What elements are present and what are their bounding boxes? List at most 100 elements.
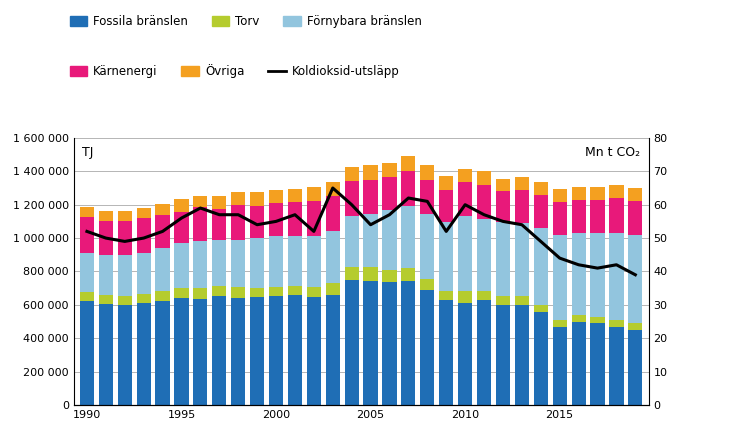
- Bar: [420, 165, 434, 180]
- Bar: [288, 286, 302, 295]
- Bar: [590, 187, 604, 200]
- Bar: [80, 217, 94, 253]
- Bar: [571, 200, 586, 233]
- Bar: [99, 255, 113, 295]
- Bar: [628, 201, 643, 235]
- Bar: [514, 177, 529, 190]
- Bar: [609, 233, 624, 320]
- Bar: [118, 296, 132, 305]
- Bar: [590, 200, 604, 233]
- Bar: [363, 166, 377, 180]
- Bar: [345, 280, 359, 405]
- Bar: [175, 288, 189, 298]
- Bar: [288, 189, 302, 202]
- Bar: [212, 209, 226, 240]
- Bar: [363, 214, 377, 267]
- Bar: [136, 218, 151, 253]
- Bar: [553, 320, 567, 327]
- Bar: [553, 327, 567, 405]
- Bar: [307, 287, 321, 297]
- Bar: [118, 255, 132, 296]
- Bar: [118, 222, 132, 255]
- Bar: [326, 295, 340, 405]
- Bar: [175, 243, 189, 288]
- Bar: [326, 283, 340, 295]
- Bar: [136, 303, 151, 405]
- Bar: [590, 316, 604, 323]
- Bar: [136, 253, 151, 294]
- Bar: [383, 210, 397, 270]
- Bar: [231, 287, 245, 298]
- Bar: [420, 290, 434, 405]
- Bar: [402, 206, 416, 268]
- Bar: [383, 270, 397, 282]
- Bar: [250, 192, 265, 206]
- Bar: [288, 236, 302, 286]
- Bar: [496, 191, 510, 222]
- Bar: [118, 305, 132, 405]
- Bar: [402, 281, 416, 405]
- Bar: [514, 296, 529, 305]
- Bar: [269, 190, 283, 203]
- Bar: [80, 302, 94, 405]
- Bar: [345, 167, 359, 181]
- Bar: [231, 205, 245, 240]
- Bar: [439, 190, 453, 222]
- Bar: [345, 181, 359, 215]
- Bar: [458, 291, 472, 303]
- Bar: [439, 300, 453, 405]
- Bar: [420, 214, 434, 279]
- Bar: [326, 182, 340, 195]
- Bar: [609, 198, 624, 233]
- Bar: [402, 268, 416, 281]
- Bar: [609, 185, 624, 198]
- Bar: [609, 320, 624, 327]
- Bar: [534, 305, 548, 312]
- Bar: [514, 190, 529, 223]
- Bar: [477, 185, 491, 219]
- Bar: [99, 295, 113, 304]
- Bar: [212, 286, 226, 296]
- Bar: [193, 195, 208, 207]
- Bar: [363, 180, 377, 214]
- Bar: [628, 188, 643, 201]
- Bar: [534, 228, 548, 305]
- Bar: [628, 235, 643, 323]
- Bar: [193, 299, 208, 405]
- Bar: [193, 288, 208, 299]
- Bar: [458, 303, 472, 405]
- Bar: [212, 196, 226, 209]
- Bar: [553, 202, 567, 235]
- Bar: [345, 267, 359, 280]
- Bar: [288, 202, 302, 236]
- Bar: [458, 169, 472, 182]
- Bar: [250, 238, 265, 288]
- Bar: [496, 222, 510, 295]
- Bar: [156, 301, 170, 405]
- Bar: [534, 182, 548, 195]
- Bar: [175, 212, 189, 243]
- Bar: [534, 195, 548, 228]
- Bar: [326, 195, 340, 231]
- Bar: [231, 192, 245, 205]
- Legend: Kärnenergi, Övriga, Koldioksid-utsläpp: Kärnenergi, Övriga, Koldioksid-utsläpp: [65, 59, 404, 83]
- Bar: [136, 294, 151, 303]
- Bar: [156, 215, 170, 248]
- Bar: [571, 315, 586, 321]
- Bar: [80, 207, 94, 217]
- Bar: [363, 281, 377, 405]
- Bar: [212, 240, 226, 286]
- Bar: [326, 231, 340, 283]
- Bar: [628, 330, 643, 405]
- Bar: [212, 296, 226, 405]
- Bar: [307, 235, 321, 287]
- Bar: [99, 304, 113, 405]
- Text: Mn t CO₂: Mn t CO₂: [585, 146, 640, 159]
- Bar: [571, 187, 586, 200]
- Bar: [571, 321, 586, 405]
- Bar: [571, 233, 586, 315]
- Bar: [534, 312, 548, 405]
- Bar: [156, 248, 170, 291]
- Bar: [175, 199, 189, 212]
- Bar: [496, 295, 510, 305]
